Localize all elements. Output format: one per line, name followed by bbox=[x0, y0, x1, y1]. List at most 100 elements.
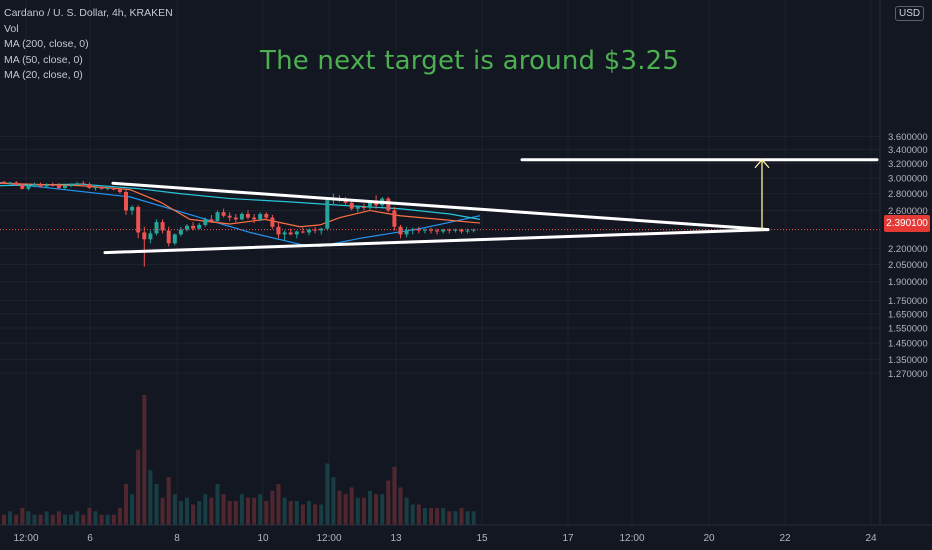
candle-body bbox=[148, 233, 153, 240]
time-axis-label: 6 bbox=[87, 533, 93, 544]
volume-bar bbox=[276, 483, 281, 525]
time-axis-label: 10 bbox=[257, 533, 269, 544]
candle-body bbox=[209, 219, 214, 222]
candle-body bbox=[124, 192, 128, 211]
candle-body bbox=[81, 183, 86, 185]
ma50-line bbox=[0, 183, 481, 220]
candle-body bbox=[136, 206, 141, 233]
volume-bar bbox=[288, 501, 293, 525]
price-axis-label: 1.650000 bbox=[888, 309, 928, 320]
price-axis-label: 1.270000 bbox=[888, 369, 928, 380]
volume-bar bbox=[166, 477, 171, 525]
volume-bar bbox=[441, 507, 446, 525]
price-axis-label: 1.450000 bbox=[888, 339, 928, 350]
price-axis-label: 3.200000 bbox=[888, 159, 928, 170]
volume-bar bbox=[44, 511, 49, 525]
volume-bar bbox=[154, 483, 159, 525]
volume-bar bbox=[386, 480, 391, 525]
currency-badge[interactable]: USD bbox=[895, 6, 925, 21]
volume-bar bbox=[416, 504, 421, 525]
volume-bar bbox=[197, 501, 202, 525]
legend-symbol: Cardano / U. S. Dollar, 4h, KRAKEN bbox=[4, 7, 173, 19]
volume-bar bbox=[325, 463, 330, 525]
volume-bar bbox=[258, 494, 263, 525]
candle-body bbox=[178, 229, 183, 235]
volume-bar bbox=[209, 497, 214, 525]
volume-bar bbox=[313, 504, 318, 525]
candle-body bbox=[264, 213, 269, 218]
volume-bar bbox=[8, 511, 13, 525]
time-axis-label: 12:00 bbox=[13, 533, 38, 544]
candle-body bbox=[105, 188, 110, 190]
volume-bar bbox=[215, 483, 220, 525]
volume-bar bbox=[343, 494, 348, 525]
candle-body bbox=[185, 225, 189, 230]
candle-body bbox=[276, 226, 281, 235]
volume-bar bbox=[26, 511, 31, 525]
volume-bar bbox=[307, 501, 311, 525]
time-axis-label: 20 bbox=[703, 533, 715, 544]
candle-body bbox=[288, 232, 293, 235]
time-axis-label: 24 bbox=[865, 533, 877, 544]
volume-bar bbox=[63, 514, 67, 525]
volume-bar bbox=[459, 507, 464, 525]
candle-body bbox=[215, 212, 220, 222]
volume-bar bbox=[429, 507, 433, 525]
candle-body bbox=[44, 184, 49, 187]
candle-body bbox=[435, 230, 440, 232]
candle-body bbox=[233, 217, 238, 220]
volume-bar bbox=[148, 470, 153, 525]
chart-legend: Cardano / U. S. Dollar, 4h, KRAKEN Vol M… bbox=[4, 6, 173, 84]
volume-bar bbox=[117, 507, 122, 525]
candle-body bbox=[422, 229, 427, 231]
time-axis-label: 15 bbox=[476, 533, 488, 544]
volume-bar bbox=[264, 501, 269, 525]
volume-bar bbox=[38, 514, 43, 525]
volume-bar bbox=[136, 449, 141, 525]
volume-bar bbox=[93, 511, 98, 525]
candle-body bbox=[410, 229, 415, 231]
time-axis-label: 12:00 bbox=[619, 533, 644, 544]
volume-bar bbox=[246, 497, 250, 525]
candle-body bbox=[32, 184, 37, 186]
candle-body bbox=[441, 229, 446, 232]
candle-body bbox=[429, 229, 433, 231]
volume-bar bbox=[453, 511, 458, 525]
candle-body bbox=[313, 229, 318, 231]
candle-body bbox=[191, 225, 196, 229]
volume-bar bbox=[75, 511, 80, 525]
volume-bar bbox=[319, 504, 324, 525]
candle-body bbox=[63, 185, 67, 189]
price-axis-label: 1.350000 bbox=[888, 355, 928, 366]
candle-body bbox=[361, 206, 366, 208]
time-axis-label: 8 bbox=[174, 533, 180, 544]
volume-bar bbox=[368, 490, 372, 525]
candle-body bbox=[447, 229, 452, 231]
time-axis-label: 17 bbox=[562, 533, 574, 544]
price-axis-label: 2.050000 bbox=[888, 260, 928, 271]
price-axis-label: 1.900000 bbox=[888, 277, 928, 288]
time-axis-label: 22 bbox=[779, 533, 791, 544]
candle-body bbox=[374, 201, 379, 206]
candle-body bbox=[368, 201, 372, 208]
volume-bar bbox=[130, 494, 135, 525]
candle-body bbox=[270, 217, 275, 227]
volume-bar bbox=[221, 494, 226, 525]
candle-body bbox=[252, 217, 257, 220]
legend-ma50: MA (50, close, 0) bbox=[4, 53, 83, 66]
volume-bar bbox=[56, 511, 61, 525]
candle-body bbox=[239, 213, 244, 220]
volume-bar bbox=[20, 507, 25, 525]
volume-bar bbox=[178, 501, 183, 525]
candle-body bbox=[203, 219, 208, 225]
volume-bar bbox=[294, 501, 299, 525]
candle-body bbox=[227, 215, 232, 218]
candle-body bbox=[355, 206, 360, 209]
volume-bar bbox=[349, 487, 354, 525]
candle-body bbox=[50, 184, 55, 186]
candle-body bbox=[20, 184, 25, 189]
volume-bar bbox=[447, 511, 452, 525]
legend-ma200: MA (200, close, 0) bbox=[4, 38, 89, 50]
volume-bar bbox=[14, 514, 19, 525]
